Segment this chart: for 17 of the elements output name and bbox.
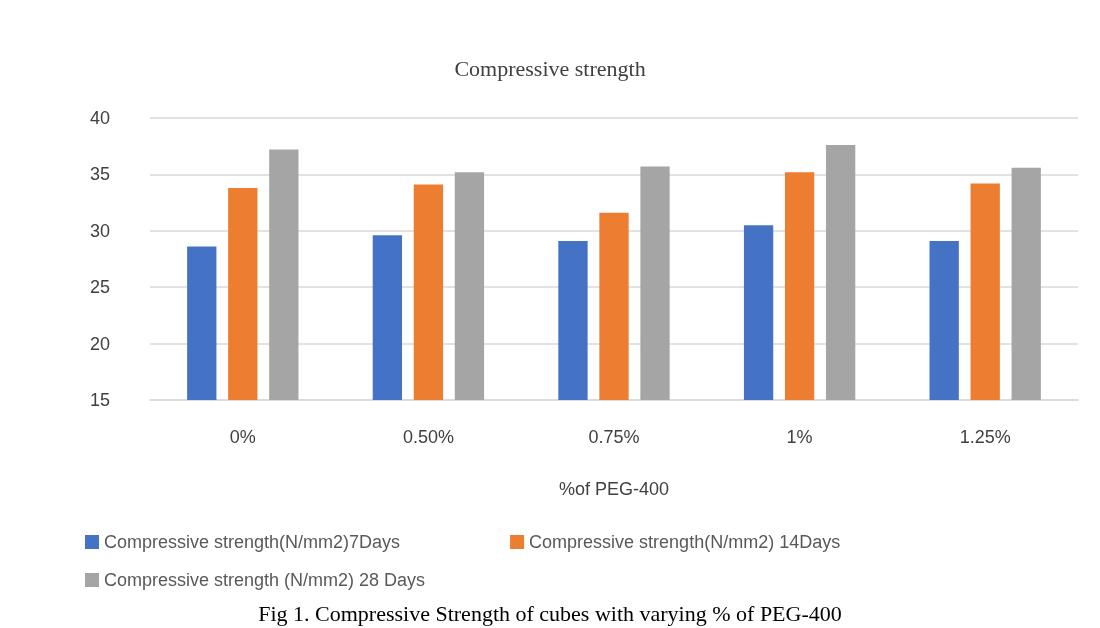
- x-tick-label: 1%: [786, 427, 813, 447]
- y-tick-label: 35: [89, 164, 110, 185]
- y-tick-label: 15: [89, 390, 110, 410]
- y-tick-label: 30: [89, 220, 110, 241]
- y-tick-label: 25: [89, 277, 110, 298]
- legend-label: Compressive strength(N/mm2) 14Days: [529, 532, 841, 552]
- legend-label: Compressive strength(N/mm2)7Days: [104, 532, 401, 552]
- x-tick-label: 0%: [229, 427, 256, 447]
- chart-title: Compressive strength: [454, 55, 646, 81]
- x-tick-label: 0.75%: [588, 427, 640, 447]
- y-tick-label: 40: [89, 108, 110, 128]
- y-tick-label: 20: [89, 333, 110, 354]
- legend-label: Compressive strength (N/mm2) 28 Days: [104, 570, 426, 590]
- x-tick-label: 0.50%: [402, 427, 454, 447]
- x-tick-label: 1.25%: [959, 427, 1011, 447]
- x-axis-title: %of PEG-400: [558, 479, 670, 499]
- caption: Fig 1. Compressive Strength of cubes with varying % of PEG-400: [258, 600, 842, 626]
